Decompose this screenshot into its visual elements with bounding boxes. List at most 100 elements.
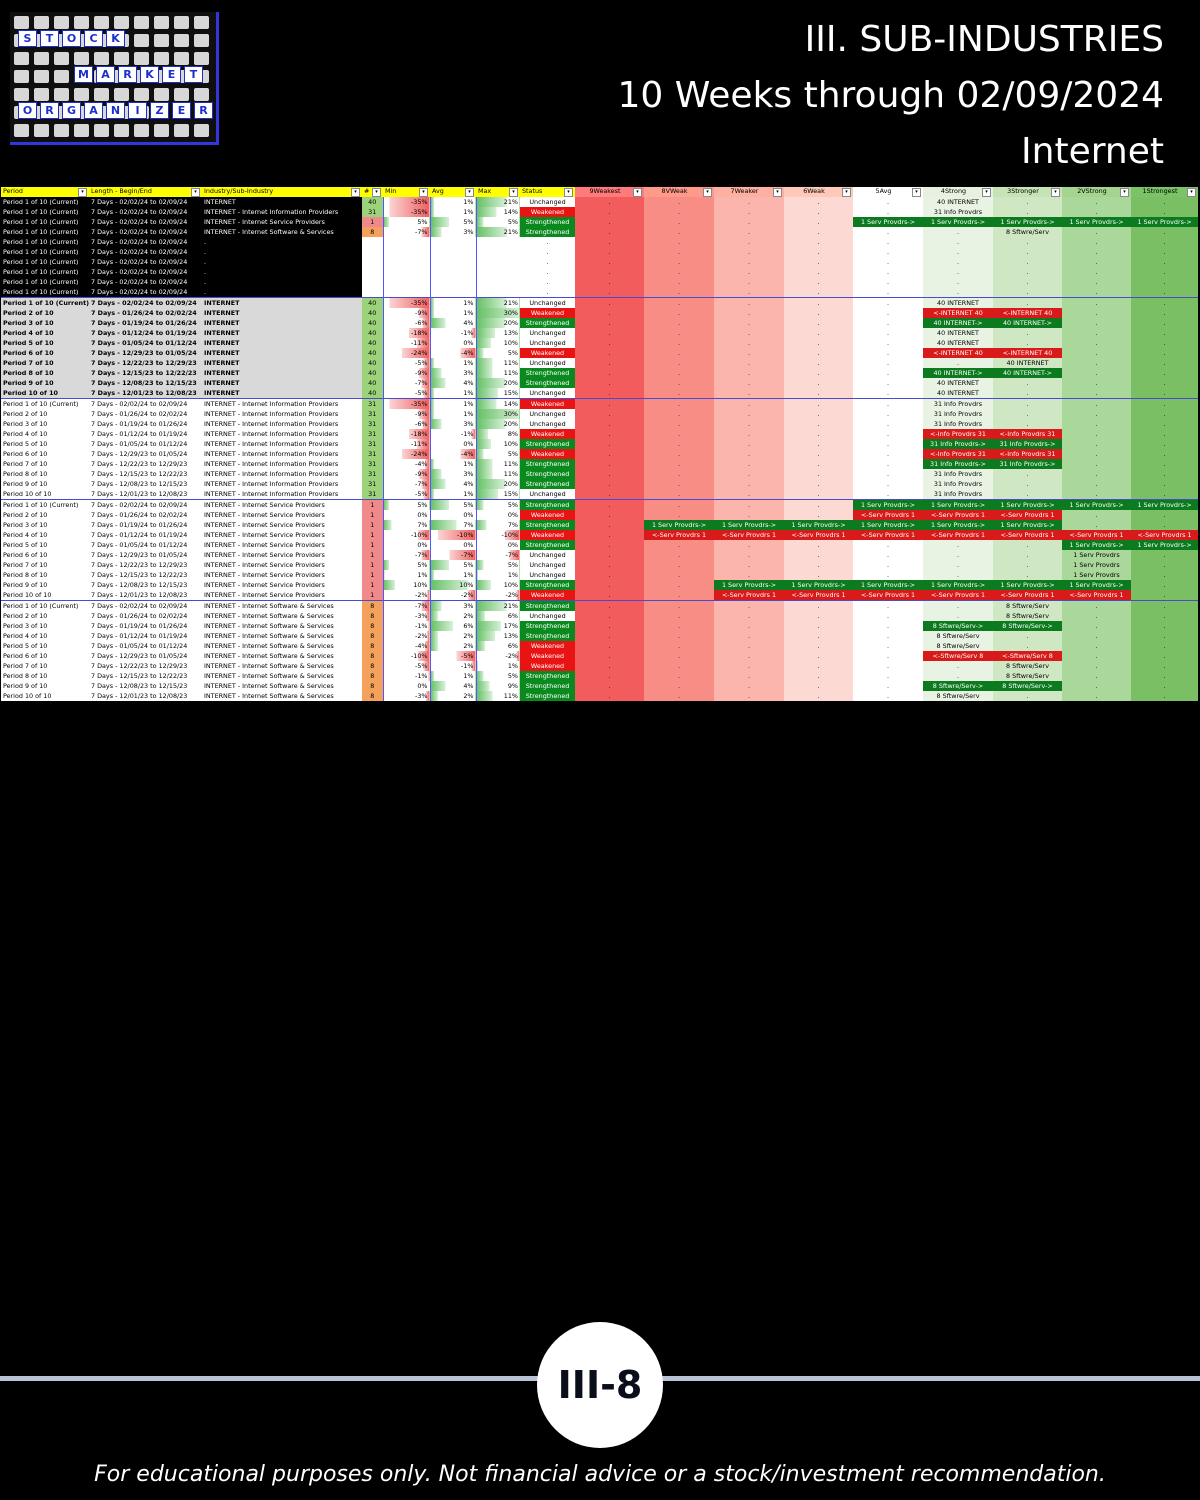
cell-score-6: . [784, 297, 853, 308]
filter-dropdown-icon[interactable]: ▾ [912, 188, 921, 197]
cell-score-1: . [1131, 520, 1198, 530]
cell-min [382, 237, 430, 247]
cell-score-1: . [1131, 328, 1198, 338]
column-header[interactable]: 4Strong ▾ [923, 187, 993, 197]
cell-industry: INTERNET - Internet Service Providers [202, 590, 362, 601]
column-header[interactable]: 9Weakest ▾ [575, 187, 644, 197]
cell-count: 40 [362, 388, 383, 399]
cell-avg: 3% [429, 469, 476, 479]
cell-score-8: . [644, 207, 714, 217]
cell-score-5: . [853, 469, 923, 479]
table-row: Period 2 of 10 7 Days - 01/26/24 to 02/02… [1, 611, 1198, 621]
column-header[interactable]: 8VWeak ▾ [644, 187, 714, 197]
cell-status: Strengthened [520, 691, 575, 701]
cell-avg [429, 247, 476, 257]
cell-score-1: . [1131, 388, 1198, 399]
filter-dropdown-icon[interactable]: ▾ [351, 188, 360, 197]
cell-min: -9% [382, 409, 430, 419]
cell-score-8: . [644, 257, 714, 267]
table-row: Period 6 of 10 7 Days - 12/29/23 to 01/05… [1, 651, 1198, 661]
column-header[interactable]: Avg ▾ [430, 187, 476, 197]
cell-count: 1 [362, 570, 383, 580]
cell-period: Period 8 of 10 [1, 570, 89, 580]
cell-score-9: . [575, 691, 644, 701]
cell-score-6: . [784, 197, 853, 207]
filter-dropdown-icon[interactable]: ▾ [703, 188, 712, 197]
cell-score-2: 1 Serv Provdrs [1062, 560, 1131, 570]
column-header[interactable]: Period ▾ [1, 187, 89, 197]
filter-dropdown-icon[interactable]: ▾ [982, 188, 991, 197]
column-header-label: 9Weakest [589, 187, 621, 195]
cell-score-8: . [644, 308, 714, 318]
cell-status: Strengthened [520, 600, 575, 611]
column-header-label: 4Strong [940, 187, 967, 195]
column-header[interactable]: # ▾ [362, 187, 383, 197]
filter-dropdown-icon[interactable]: ▾ [372, 188, 381, 197]
cell-score-6: . [784, 388, 853, 399]
filter-dropdown-icon[interactable]: ▾ [465, 188, 474, 197]
cell-score-9: . [575, 520, 644, 530]
table-row: Period 1 of 10 (Current) 7 Days - 02/02/2… [1, 267, 1198, 277]
table-row: Period 1 of 10 (Current) 7 Days - 02/02/2… [1, 277, 1198, 287]
logo-grid-cell [114, 124, 129, 137]
cell-score-5: . [853, 550, 923, 560]
filter-dropdown-icon[interactable]: ▾ [773, 188, 782, 197]
cell-score-4: 40 INTERNET [923, 378, 993, 388]
cell-score-1: . [1131, 580, 1198, 590]
cell-avg [429, 277, 476, 287]
cell-avg: 0% [429, 510, 476, 520]
cell-score-2: . [1062, 459, 1131, 469]
cell-count: 40 [362, 197, 383, 207]
column-header[interactable]: 7Weaker ▾ [714, 187, 784, 197]
cell-industry: INTERNET [202, 348, 362, 358]
column-header[interactable]: Max ▾ [476, 187, 520, 197]
cell-score-6: . [784, 439, 853, 449]
column-header[interactable]: Status ▾ [520, 187, 575, 197]
cell-score-9: . [575, 641, 644, 651]
filter-dropdown-icon[interactable]: ▾ [419, 188, 428, 197]
cell-status: Weakened [520, 641, 575, 651]
logo-letter: O [62, 30, 81, 47]
column-header[interactable]: Length - Begin/End ▾ [89, 187, 202, 197]
cell-min: -9% [382, 308, 430, 318]
cell-score-8: . [644, 429, 714, 439]
column-header[interactable]: Industry/Sub-Industry ▾ [202, 187, 362, 197]
cell-count [362, 267, 383, 277]
table-row: Period 1 of 10 (Current) 7 Days - 02/02/2… [1, 287, 1198, 298]
cell-score-8: . [644, 651, 714, 661]
cell-industry: INTERNET - Internet Software & Services [202, 621, 362, 631]
cell-period: Period 1 of 10 (Current) [1, 499, 89, 510]
page-number-badge: III-8 [537, 1322, 663, 1448]
cell-score-5: . [853, 681, 923, 691]
cell-score-5: . [853, 318, 923, 328]
cell-industry: INTERNET [202, 358, 362, 368]
filter-dropdown-icon[interactable]: ▾ [633, 188, 642, 197]
column-header[interactable]: 2VStrong ▾ [1062, 187, 1131, 197]
filter-dropdown-icon[interactable]: ▾ [842, 188, 851, 197]
column-header[interactable]: 3Stronger ▾ [993, 187, 1062, 197]
filter-dropdown-icon[interactable]: ▾ [1120, 188, 1129, 197]
cell-score-5: . [853, 691, 923, 701]
cell-score-1: . [1131, 631, 1198, 641]
cell-length: 7 Days - 02/02/24 to 02/09/24 [89, 600, 202, 611]
column-header[interactable]: 1Strongest ▾ [1131, 187, 1198, 197]
filter-dropdown-icon[interactable]: ▾ [509, 188, 518, 197]
cell-length: 7 Days - 01/26/24 to 02/02/24 [89, 308, 202, 318]
cell-score-3: 31 Info Provdrs-> [993, 439, 1062, 449]
column-header[interactable]: Min ▾ [383, 187, 430, 197]
cell-score-7: . [714, 378, 784, 388]
logo-grid-cell [174, 16, 189, 29]
cell-score-7: 1 Serv Provdrs-> [714, 520, 784, 530]
filter-dropdown-icon[interactable]: ▾ [78, 188, 87, 197]
filter-dropdown-icon[interactable]: ▾ [1187, 188, 1196, 197]
column-header[interactable]: 5Avg ▾ [853, 187, 923, 197]
cell-score-1: . [1131, 560, 1198, 570]
cell-industry: INTERNET - Internet Software & Services [202, 641, 362, 651]
cell-score-7: . [714, 691, 784, 701]
filter-dropdown-icon[interactable]: ▾ [191, 188, 200, 197]
cell-status: Weakened [520, 429, 575, 439]
filter-dropdown-icon[interactable]: ▾ [564, 188, 573, 197]
filter-dropdown-icon[interactable]: ▾ [1051, 188, 1060, 197]
cell-score-3: . [993, 197, 1062, 207]
column-header[interactable]: 6Weak ▾ [784, 187, 853, 197]
